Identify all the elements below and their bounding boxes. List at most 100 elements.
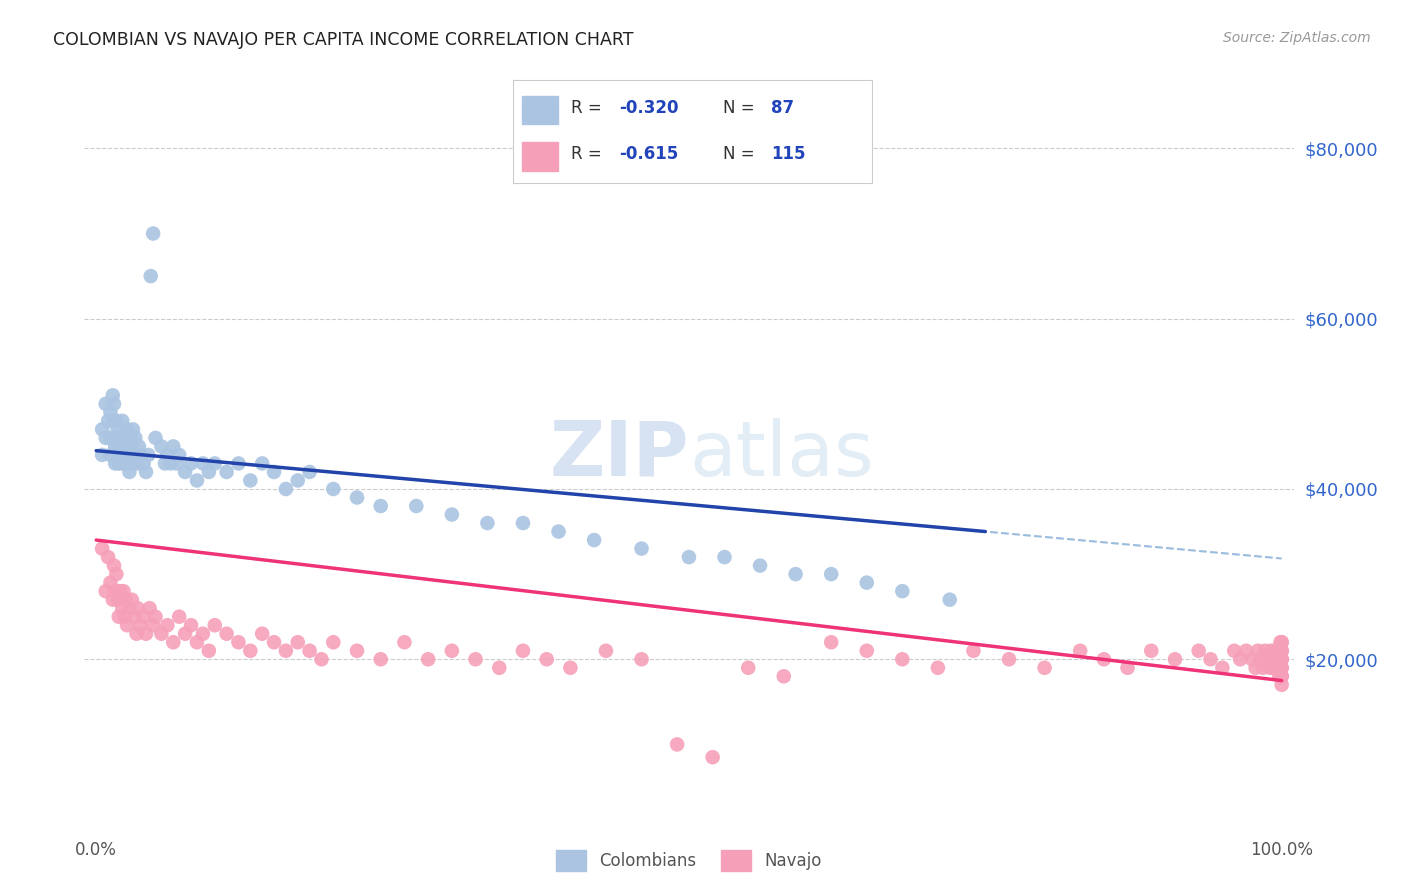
Point — [1069, 644, 1091, 658]
Point — [1261, 652, 1284, 666]
Point — [370, 499, 392, 513]
Point — [512, 516, 534, 530]
Point — [107, 609, 129, 624]
Point — [891, 584, 914, 599]
Point — [91, 448, 114, 462]
Point — [132, 609, 155, 624]
Point — [1033, 661, 1056, 675]
Point — [287, 635, 309, 649]
Point — [702, 750, 724, 764]
Point — [104, 439, 127, 453]
Point — [322, 635, 344, 649]
Point — [174, 465, 197, 479]
Point — [595, 644, 617, 658]
Point — [250, 457, 273, 471]
Point — [440, 508, 463, 522]
Point — [115, 592, 138, 607]
Point — [1271, 635, 1294, 649]
Point — [215, 626, 238, 640]
Point — [855, 644, 877, 658]
Point — [228, 457, 250, 471]
Point — [121, 439, 143, 453]
Point — [820, 567, 842, 582]
Legend: Colombians, Navajo: Colombians, Navajo — [550, 844, 828, 878]
Point — [135, 626, 157, 640]
Point — [891, 652, 914, 666]
Point — [150, 626, 173, 640]
Point — [370, 652, 392, 666]
Point — [103, 431, 125, 445]
Point — [583, 533, 606, 547]
Text: ZIP: ZIP — [550, 418, 689, 491]
Point — [97, 414, 120, 428]
Point — [560, 661, 582, 675]
Point — [111, 414, 134, 428]
Point — [174, 626, 197, 640]
Point — [1271, 644, 1294, 658]
Point — [1271, 661, 1294, 675]
Point — [962, 644, 984, 658]
Point — [322, 482, 344, 496]
Point — [1234, 644, 1257, 658]
Point — [162, 635, 184, 649]
Point — [100, 575, 122, 590]
Point — [108, 439, 131, 453]
Point — [1271, 635, 1294, 649]
Point — [488, 661, 510, 675]
Point — [118, 465, 141, 479]
Point — [103, 414, 125, 428]
Point — [118, 448, 141, 462]
Point — [311, 652, 333, 666]
Point — [1240, 652, 1263, 666]
Point — [630, 652, 652, 666]
Point — [129, 448, 152, 462]
Text: N =: N = — [723, 99, 759, 117]
Point — [1249, 652, 1271, 666]
Point — [1211, 661, 1233, 675]
Point — [125, 448, 148, 462]
Point — [115, 457, 138, 471]
Point — [127, 601, 149, 615]
Point — [166, 457, 188, 471]
Point — [180, 618, 202, 632]
Point — [105, 567, 128, 582]
Point — [97, 550, 120, 565]
Point — [124, 431, 146, 445]
Point — [287, 474, 309, 488]
Point — [100, 448, 122, 462]
Point — [749, 558, 772, 573]
Point — [198, 465, 221, 479]
Point — [104, 584, 127, 599]
Point — [737, 661, 759, 675]
Point — [1092, 652, 1115, 666]
Point — [94, 584, 117, 599]
Point — [1256, 652, 1278, 666]
Point — [298, 465, 321, 479]
Point — [1271, 652, 1294, 666]
Point — [464, 652, 486, 666]
Point — [228, 635, 250, 649]
Point — [1271, 669, 1294, 683]
Point — [536, 652, 558, 666]
Point — [1267, 644, 1289, 658]
Point — [1251, 661, 1274, 675]
Point — [1271, 669, 1294, 683]
Point — [1267, 652, 1289, 666]
Point — [1229, 652, 1251, 666]
Point — [94, 397, 117, 411]
Point — [142, 227, 165, 241]
Point — [678, 550, 700, 565]
Point — [180, 457, 202, 471]
Point — [101, 388, 124, 402]
Point — [107, 422, 129, 436]
Point — [772, 669, 794, 683]
Point — [204, 457, 226, 471]
Text: 87: 87 — [772, 99, 794, 117]
Point — [1244, 661, 1267, 675]
Point — [1268, 669, 1291, 683]
Point — [1116, 661, 1139, 675]
Point — [114, 609, 136, 624]
Point — [91, 422, 114, 436]
Point — [108, 584, 131, 599]
Point — [122, 609, 145, 624]
